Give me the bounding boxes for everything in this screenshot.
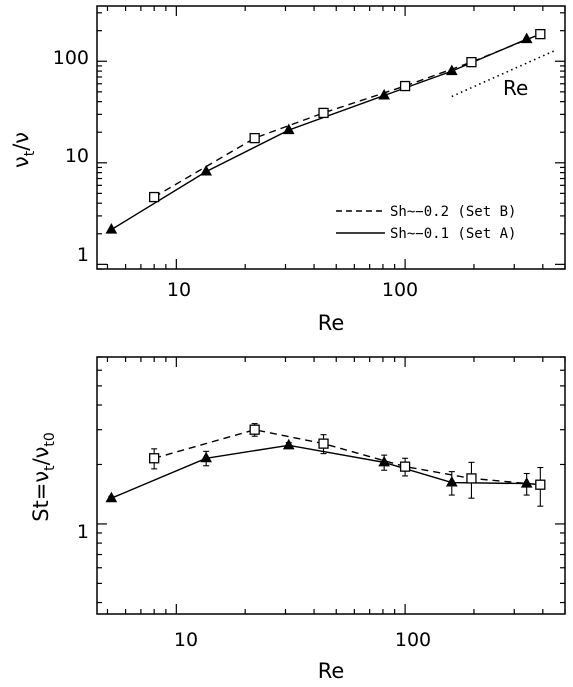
axis-ticks-bottom — [97, 356, 566, 614]
y-axis-title-top: νt/ν — [9, 132, 38, 168]
bottom-marker-triangle — [200, 451, 212, 463]
bottom-marker-square — [249, 424, 260, 435]
series-markers-bottom — [105, 423, 546, 507]
legend-label-set-a: Sh~−0.1 (Set A) — [390, 226, 516, 242]
bottom-marker-triangle — [520, 477, 533, 488]
bottom-marker-square — [149, 453, 160, 464]
reference-slope-label: Re — [503, 76, 528, 100]
bottom-series-line-set-a — [111, 444, 527, 499]
bottom-marker-triangle — [105, 491, 118, 503]
bottom-marker-square — [318, 438, 329, 449]
reference-slope-line — [451, 49, 555, 98]
bottom-series-line-set-b — [154, 428, 541, 486]
bottom-marker-triangle — [378, 455, 391, 467]
y-axis-title-bottom-main: St=ν — [29, 471, 53, 522]
panel-bottom-plot: 10 100 1 Re St=νt/νt0 — [29, 356, 566, 683]
x-tick-label-top-10: 10 — [167, 279, 191, 301]
y-axis-title-bottom-sub2: t0 — [42, 432, 58, 446]
bottom-marker-square — [535, 479, 546, 490]
bottom-marker-triangle — [282, 438, 295, 450]
top-series-line-set-b — [153, 33, 541, 198]
axis-ticks-top — [97, 6, 566, 270]
series-markers-top — [105, 28, 546, 234]
top-marker-square — [399, 80, 411, 92]
y-axis-title-top-tail: /ν — [9, 132, 33, 151]
series-lines-bottom — [111, 428, 541, 499]
bottom-marker-square — [466, 473, 477, 484]
y-axis-title-bottom: St=νt/νt0 — [29, 432, 58, 522]
top-marker-square — [318, 107, 329, 119]
top-series-line-set-a — [111, 38, 527, 231]
x-axis-title-top: Re — [318, 311, 345, 335]
top-marker-triangle — [520, 32, 533, 44]
y-tick-label-top-100: 100 — [53, 47, 89, 69]
bottom-marker-triangle — [445, 476, 458, 487]
x-axis-title-bottom: Re — [318, 659, 345, 683]
legend-label-set-b: Sh~−0.2 (Set B) — [390, 204, 516, 220]
panel-top-plot: 10 100 1 10 100 Re νt/ν Re Sh~−0.2 (Set … — [9, 5, 566, 335]
series-lines-top — [111, 33, 555, 231]
plot-frame-top — [96, 5, 566, 270]
legend: Sh~−0.2 (Set B) Sh~−0.1 (Set A) — [336, 204, 516, 242]
y-axis-title-bottom-mid: /ν — [29, 447, 53, 466]
x-tick-label-bottom-100: 100 — [395, 629, 431, 651]
top-marker-triangle — [105, 223, 118, 234]
top-marker-triangle — [445, 64, 458, 76]
top-marker-square — [249, 132, 260, 144]
top-marker-triangle — [282, 123, 295, 135]
x-tick-label-top-100: 100 — [382, 279, 418, 301]
y-axis-title-top-sub: t — [22, 150, 38, 156]
y-tick-label-top-10: 10 — [65, 145, 89, 167]
bottom-marker-square — [399, 461, 411, 472]
top-marker-square — [149, 191, 160, 203]
top-marker-triangle — [200, 165, 212, 176]
y-tick-label-top-1: 1 — [77, 244, 89, 266]
x-tick-label-bottom-10: 10 — [174, 629, 198, 651]
y-axis-title-top-main: ν — [9, 156, 33, 168]
top-marker-triangle — [378, 88, 391, 100]
y-axis-title-bottom-sub1: t — [42, 465, 58, 471]
y-tick-label-bottom-1: 1 — [77, 521, 89, 543]
top-marker-square — [535, 28, 546, 40]
top-marker-square — [466, 56, 477, 68]
plot-frame-bottom — [96, 356, 566, 615]
